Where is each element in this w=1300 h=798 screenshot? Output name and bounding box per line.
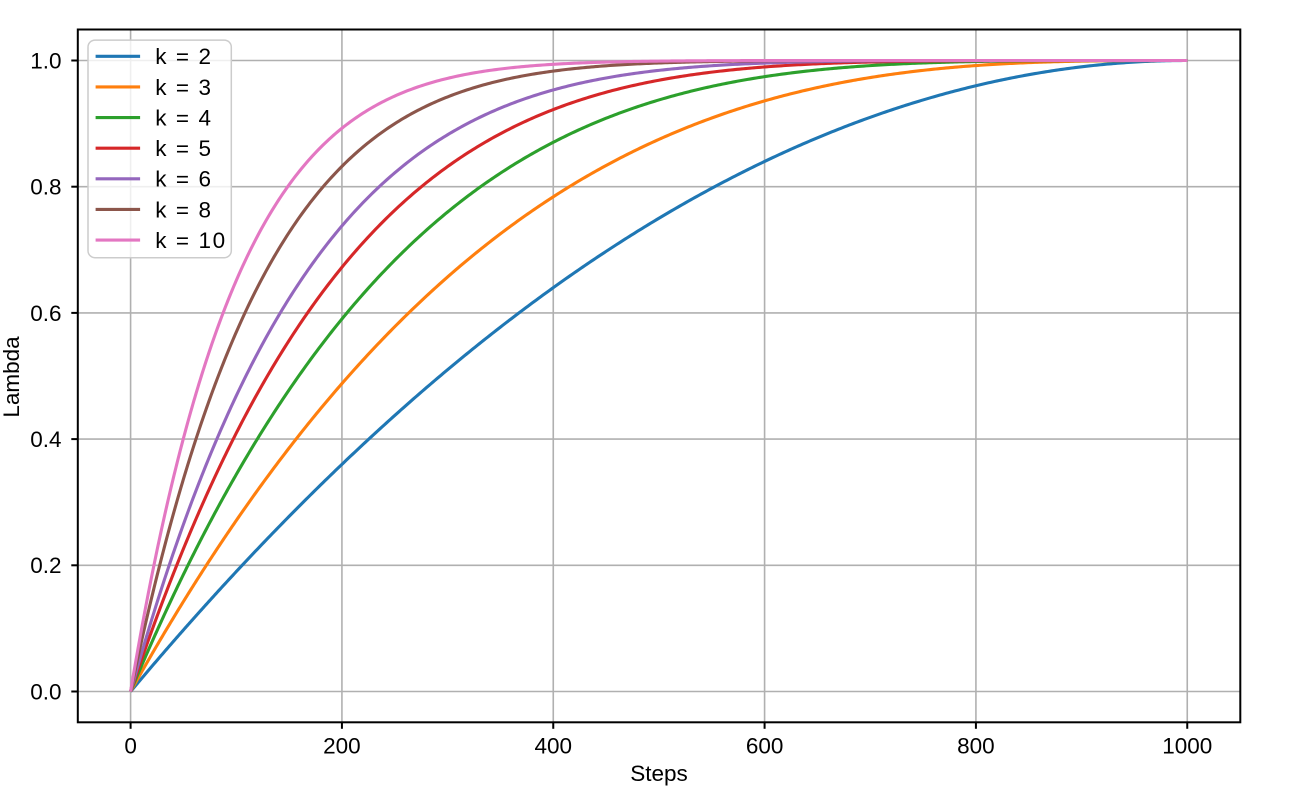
svg-text:k = 6: k = 6 bbox=[155, 167, 212, 192]
svg-text:k = 4: k = 4 bbox=[155, 105, 212, 130]
svg-text:k = 2: k = 2 bbox=[155, 44, 212, 69]
svg-text:k = 5: k = 5 bbox=[155, 136, 212, 161]
svg-text:1.0: 1.0 bbox=[30, 48, 61, 73]
svg-text:0.2: 0.2 bbox=[30, 553, 61, 578]
svg-text:k = 3: k = 3 bbox=[155, 75, 212, 100]
svg-text:200: 200 bbox=[323, 733, 361, 758]
svg-text:0.8: 0.8 bbox=[30, 175, 61, 200]
svg-text:k = 8: k = 8 bbox=[155, 197, 212, 222]
svg-text:0.6: 0.6 bbox=[30, 301, 61, 326]
svg-text:800: 800 bbox=[957, 733, 995, 758]
svg-text:Lambda: Lambda bbox=[0, 336, 24, 418]
svg-text:0: 0 bbox=[124, 733, 137, 758]
svg-text:400: 400 bbox=[534, 733, 572, 758]
svg-text:0.0: 0.0 bbox=[30, 679, 61, 704]
svg-text:Steps: Steps bbox=[630, 761, 688, 786]
svg-text:k = 10: k = 10 bbox=[155, 228, 227, 253]
svg-text:0.4: 0.4 bbox=[30, 427, 61, 452]
svg-text:600: 600 bbox=[746, 733, 784, 758]
svg-text:1000: 1000 bbox=[1162, 733, 1212, 758]
